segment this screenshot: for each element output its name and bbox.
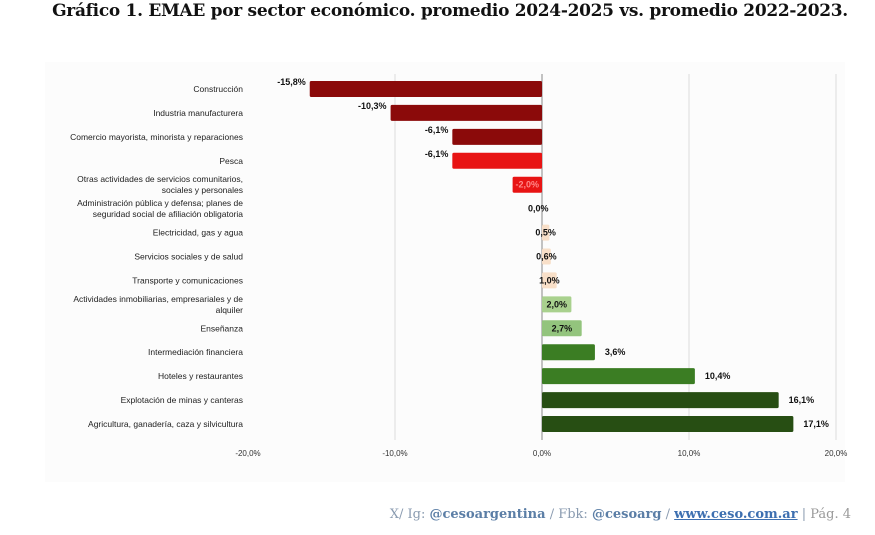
bar (542, 416, 794, 432)
data-label: 3,6% (605, 347, 626, 357)
data-label: -2,0% (516, 180, 540, 190)
category-label: Industria manufacturera (153, 108, 243, 118)
footer: X/ Ig: @cesoargentina / Fbk: @cesoarg / … (390, 507, 851, 522)
chart-title: Gráfico 1. EMAE por sector económico. pr… (52, 1, 848, 21)
plot-background (45, 62, 845, 482)
bar (542, 392, 779, 409)
page-number: Pág. 4 (810, 507, 851, 522)
footer-prefix: X/ Ig: (389, 507, 430, 522)
category-label: Administración pública y defensa; planes… (77, 198, 243, 208)
instagram-handle[interactable]: @cesoargentina (429, 507, 546, 522)
data-label: 17,1% (803, 419, 829, 429)
facebook-handle[interactable]: @cesoarg (591, 507, 662, 522)
x-tick-label: -20,0% (235, 449, 260, 458)
category-label: sociales y personales (162, 185, 243, 195)
category-label: Enseñanza (200, 323, 243, 333)
category-label: Transporte y comunicaciones (132, 275, 243, 285)
category-label: Hoteles y restaurantes (158, 371, 243, 381)
category-label: Agricultura, ganadería, caza y silvicult… (88, 419, 243, 429)
bar (542, 296, 572, 313)
category-label: Actividades inmobiliarias, empresariales… (73, 294, 243, 304)
bar (542, 224, 550, 241)
bar (542, 344, 595, 361)
bar (542, 248, 551, 265)
data-label: 2,7% (552, 323, 573, 333)
category-label: Intermediación financiera (148, 347, 243, 357)
data-label: 0,6% (536, 252, 557, 262)
bar (542, 368, 695, 385)
data-label: 2,0% (546, 299, 567, 309)
bar (390, 104, 542, 121)
data-label: -6,1% (425, 149, 449, 159)
x-tick-label: 10,0% (678, 449, 701, 458)
footer-sep: / (661, 507, 675, 522)
category-label: Otras actividades de servicios comunitar… (77, 174, 243, 184)
category-label: Explotación de minas y canteras (121, 395, 243, 405)
website-link[interactable]: www.ceso.com.ar (674, 507, 798, 522)
category-label: seguridad social de afiliación obligator… (93, 209, 244, 219)
category-label: Construcción (193, 84, 243, 94)
bar (542, 320, 582, 337)
data-label: -6,1% (425, 125, 449, 135)
data-label: 10,4% (705, 371, 731, 381)
bar (542, 272, 557, 289)
category-label: Comercio mayorista, minorista y reparaci… (70, 132, 243, 142)
data-label: 16,1% (789, 395, 815, 405)
bar-chart: -20,0% -10,0% 0,0% 10,0% 20,0% Construcción -1… (45, 62, 848, 482)
footer-sep: | (797, 507, 811, 522)
bar (512, 176, 542, 193)
category-label: alquiler (216, 305, 244, 315)
category-label: Electricidad, gas y agua (153, 228, 244, 238)
data-label: -10,3% (358, 101, 387, 111)
x-tick-label: 0,0% (533, 449, 551, 458)
x-tick-label: 20,0% (825, 449, 848, 458)
bar (452, 152, 542, 169)
data-label: -15,8% (277, 77, 306, 87)
bar (452, 128, 542, 145)
footer-sep: / Fbk: (545, 507, 592, 522)
category-label: Servicios sociales y de salud (134, 252, 243, 262)
bar (309, 81, 542, 97)
data-label: 0,0% (528, 204, 549, 214)
data-label: 0,5% (535, 228, 556, 238)
x-tick-label: -10,0% (382, 449, 407, 458)
data-label: 1,0% (539, 275, 560, 285)
category-label: Pesca (219, 156, 243, 166)
